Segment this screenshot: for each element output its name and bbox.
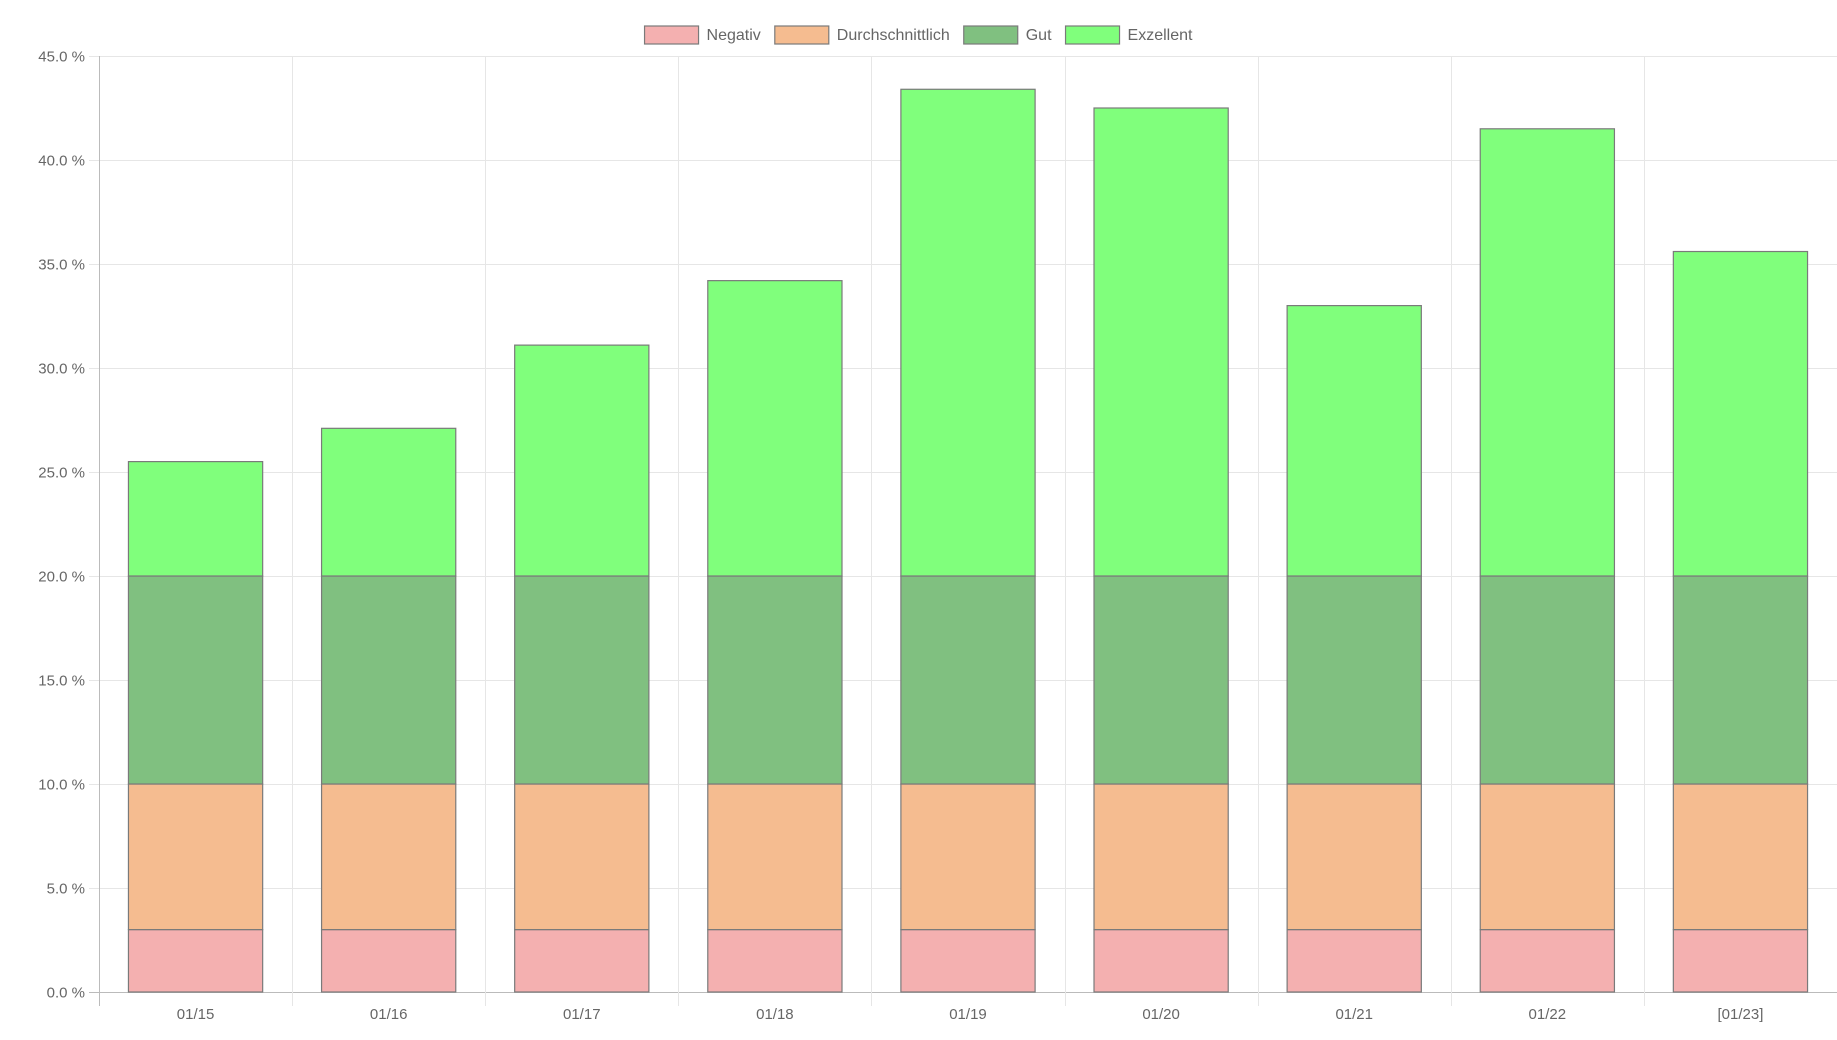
- bar-segment-gut: [1672, 575, 1809, 785]
- legend-item-exzellent[interactable]: Exzellent: [1064, 25, 1193, 45]
- legend-label: Durchschnittlich: [837, 27, 950, 44]
- legend-swatch: [963, 25, 1019, 45]
- x-tick-label: [01/23]: [1718, 1006, 1764, 1023]
- y-tick-label: 0.0 %: [47, 985, 85, 1002]
- bar-segment-gut: [127, 575, 264, 785]
- y-tick-label: 45.0 %: [38, 49, 85, 66]
- legend-item-negativ[interactable]: Negativ: [643, 25, 761, 45]
- bar-segment-exzellent: [320, 427, 457, 577]
- bar-segment-durchschnittlich: [1093, 783, 1229, 931]
- bar-segment-exzellent: [127, 461, 264, 577]
- legend-swatch: [643, 25, 700, 45]
- bar-segment-gut: [1286, 575, 1422, 785]
- bar-segment-negativ: [1093, 928, 1229, 993]
- bar-segment-gut: [1093, 575, 1229, 785]
- bar-segment-exzellent: [1286, 305, 1422, 577]
- x-tick-label: 01/20: [1142, 1006, 1180, 1023]
- legend-label: Negativ: [707, 27, 761, 44]
- x-tick-label: 01/22: [1529, 1006, 1567, 1023]
- y-tick-label: 40.0 %: [38, 153, 85, 170]
- bars: [127, 88, 1809, 993]
- legend-item-gut[interactable]: Gut: [963, 25, 1052, 45]
- y-tick-label: 20.0 %: [38, 569, 85, 586]
- x-tick-label: 01/21: [1335, 1006, 1373, 1023]
- legend-item-durchschnittlich[interactable]: Durchschnittlich: [774, 25, 950, 45]
- bar-segment-negativ: [1672, 928, 1809, 993]
- bar-segment-exzellent: [707, 280, 843, 577]
- legend-label: Exzellent: [1128, 27, 1193, 44]
- bar-segment-exzellent: [1093, 107, 1229, 577]
- y-tick-label: 30.0 %: [38, 361, 85, 378]
- bar-segment-exzellent: [1672, 250, 1809, 577]
- y-tick-label: 25.0 %: [38, 465, 85, 482]
- axes: 0.0 % 5.0 % 10.0 % 15.0 % 20.0 % 25.0 % 30.0 %…: [38, 49, 1763, 1024]
- bar-segment-negativ: [1286, 928, 1422, 993]
- legend-label: Gut: [1026, 27, 1052, 44]
- bar-segment-negativ: [514, 928, 650, 993]
- legend[interactable]: Negativ Durchschnittlich Gut Exzellent: [643, 25, 1193, 45]
- bar-segment-gut: [900, 575, 1036, 785]
- legend-swatch: [774, 25, 830, 45]
- y-tick-label: 5.0 %: [47, 881, 85, 898]
- x-tick-label: 01/17: [563, 1006, 601, 1023]
- x-tick-label: 01/16: [370, 1006, 408, 1023]
- bar-segment-negativ: [127, 928, 264, 993]
- bar-segment-durchschnittlich: [320, 783, 457, 931]
- bar-segment-durchschnittlich: [1672, 783, 1809, 931]
- bar-segment-durchschnittlich: [1286, 783, 1422, 931]
- bar-segment-gut: [320, 575, 457, 785]
- bar-segment-durchschnittlich: [1479, 783, 1616, 931]
- y-tick-label: 15.0 %: [38, 673, 85, 690]
- y-tick-label: 10.0 %: [38, 777, 85, 794]
- bar-segment-durchschnittlich: [707, 783, 843, 931]
- bar-segment-durchschnittlich: [514, 783, 650, 931]
- x-tick-label: 01/15: [177, 1006, 215, 1023]
- bar-segment-gut: [514, 575, 650, 785]
- bar-segment-gut: [707, 575, 843, 785]
- bar-segment-negativ: [900, 928, 1036, 993]
- y-tick-label: 35.0 %: [38, 257, 85, 274]
- bar-segment-gut: [1479, 575, 1616, 785]
- bar-segment-durchschnittlich: [900, 783, 1036, 931]
- bar-segment-exzellent: [900, 88, 1036, 577]
- bar-segment-negativ: [1479, 928, 1616, 993]
- x-tick-label: 01/18: [756, 1006, 794, 1023]
- x-tick-label: 01/19: [949, 1006, 987, 1023]
- bar-segment-exzellent: [1479, 128, 1616, 577]
- bar-segment-exzellent: [514, 344, 650, 577]
- bar-segment-negativ: [707, 928, 843, 993]
- legend-swatch: [1064, 25, 1121, 45]
- bar-segment-durchschnittlich: [127, 783, 264, 931]
- bar-segment-negativ: [320, 928, 457, 993]
